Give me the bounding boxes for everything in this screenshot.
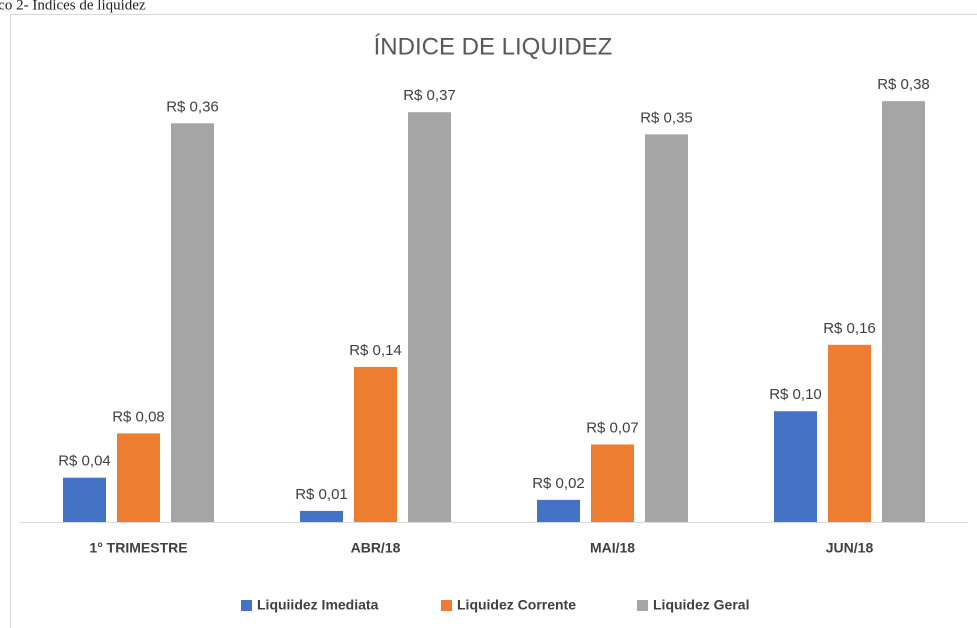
value-label: R$ 0,04 xyxy=(58,453,111,470)
legend-label: Liquiidez Imediata xyxy=(257,597,379,613)
x-tick-label: ABR/18 xyxy=(351,540,401,556)
value-label: R$ 0,37 xyxy=(403,87,456,104)
x-tick-label: MAI/18 xyxy=(590,540,635,556)
x-tick-label: JUN/18 xyxy=(826,540,874,556)
value-label: R$ 0,01 xyxy=(295,486,348,503)
legend-label: Liquidez Geral xyxy=(653,597,749,613)
chart-title: ÍNDICE DE LIQUIDEZ xyxy=(374,33,613,60)
bar xyxy=(354,366,397,522)
caption: ico 2- Índices de liquidez xyxy=(0,0,146,13)
legend-swatch xyxy=(441,600,452,611)
value-label: R$ 0,36 xyxy=(166,98,219,115)
value-label: R$ 0,10 xyxy=(769,386,822,403)
value-label: R$ 0,14 xyxy=(349,342,402,359)
value-label: R$ 0,02 xyxy=(532,475,585,492)
bar xyxy=(63,477,106,522)
chart-frame xyxy=(10,14,977,628)
value-label: R$ 0,07 xyxy=(586,419,639,436)
bar xyxy=(828,344,871,522)
value-label: R$ 0,38 xyxy=(877,76,930,93)
bar xyxy=(171,123,214,523)
value-label: R$ 0,08 xyxy=(112,408,165,425)
bar xyxy=(300,510,343,522)
bar xyxy=(774,411,817,522)
bar xyxy=(591,444,634,522)
value-label: R$ 0,16 xyxy=(823,320,876,337)
x-tick-label: 1° TRIMESTRE xyxy=(89,540,187,556)
legend-swatch xyxy=(241,600,252,611)
value-label: R$ 0,35 xyxy=(640,109,693,126)
bar xyxy=(645,134,688,522)
bar xyxy=(408,112,451,522)
bar xyxy=(117,433,160,522)
bar xyxy=(537,499,580,522)
bar xyxy=(882,101,925,523)
legend-label: Liquidez Corrente xyxy=(457,597,576,613)
legend-swatch xyxy=(637,600,648,611)
